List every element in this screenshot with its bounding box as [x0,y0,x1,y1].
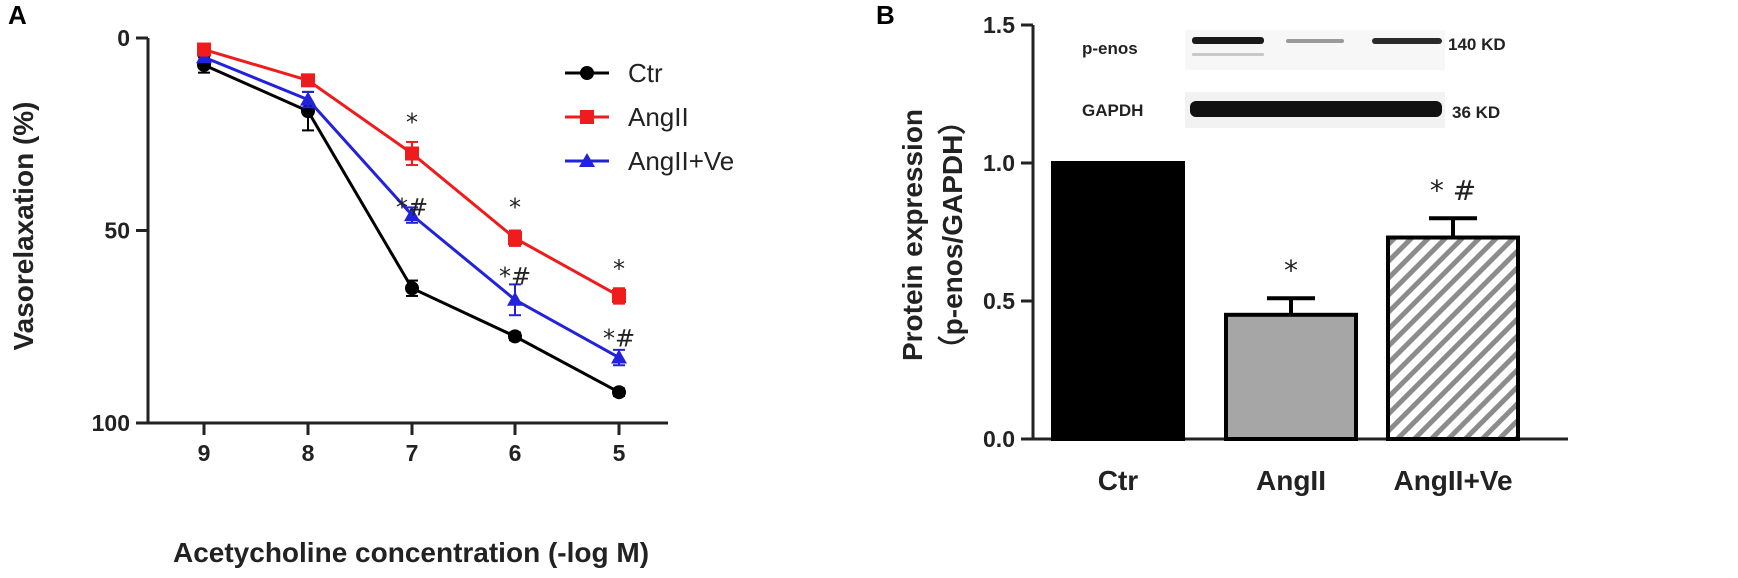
data-point [508,329,522,344]
legend-entry: AngII+Ve [565,146,734,176]
bars-b [1051,161,1520,441]
blot-size-140: 140 KD [1448,35,1506,54]
data-point [612,288,626,303]
x-axis-title-a: Acetycholine concentration (-log M) [173,537,649,568]
legend-marker [580,66,594,80]
data-point [404,207,420,222]
data-point [300,91,316,106]
bar-ctr [1051,161,1185,441]
legend-a: Ctr AngII AngII+Ve [565,58,734,176]
blot-band-penos-ctr-faint [1192,53,1264,56]
significance-mark-a: *# [396,193,428,221]
x-tick-label-a: 6 [509,440,522,466]
y-tick-label-a: 100 [92,410,130,436]
y-tick-label-a: 50 [104,218,130,244]
significance-mark-b: * [1284,254,1298,287]
x-tick-label-a: 5 [613,440,626,466]
blot-label-penos: p-enos [1082,39,1138,58]
bar-angii [1224,312,1358,441]
significance-mark-a: *# [603,324,635,352]
legend-label: AngII [628,102,689,132]
blot-band-penos-angii [1286,39,1344,43]
series-angii [197,42,626,305]
significance-b: * * # [1284,174,1476,287]
blot-size-36: 36 KD [1452,103,1500,122]
y-tick-label-b: 0.5 [983,288,1015,314]
blot-band-penos-angiive [1372,38,1442,44]
series-angii-ve [196,49,627,367]
significance-mark-a: * [406,109,418,137]
x-tick-label-a: 9 [198,440,211,466]
y-ticks-b: 0.0 0.5 1.0 1.5 [983,12,1033,452]
series-line [203,48,620,298]
blot-band-gapdh [1190,101,1442,117]
legend-entry: AngII [565,102,689,132]
blot-background-penos [1185,30,1445,70]
series-group-a [196,42,627,400]
x-ticks-a: 9 8 7 6 5 [198,423,626,466]
x-tick-label-a: 7 [406,440,419,466]
data-point [507,291,523,306]
bar-chart-panel-b: B 0.0 0.5 1.0 1.5 Protein expression （p-eno… [876,0,1568,496]
legend-marker [579,153,595,167]
legend-label: AngII+Ve [628,146,734,176]
data-point [405,146,419,161]
western-blot-inset: p-enos GAPDH 140 KD 36 KD [1082,30,1506,128]
significance-mark-a: * [613,255,625,283]
category-labels-b: Ctr AngII AngII+Ve [1098,465,1513,496]
y-tick-label-b: 1.5 [983,12,1015,38]
significance-mark-b: * # [1430,174,1476,207]
data-point [301,73,315,88]
y-tick-label-b: 0.0 [983,426,1015,452]
data-point [611,349,627,364]
annotations-a: * *# * *# * *# [396,109,635,353]
y-axis-title-b-line1: Protein expression [897,109,928,361]
legend-label: Ctr [628,58,663,88]
panel-label-a: A [8,0,27,30]
panel-label-b: B [876,0,895,30]
line-chart-panel-a: A 0 50 100 9 8 7 6 5 Vasorelaxation (%) Acetyc… [8,0,734,568]
data-point [197,42,211,57]
bar-angii-ve [1386,235,1520,441]
blot-label-gapdh: GAPDH [1082,101,1143,120]
y-ticks-a: 0 50 100 [92,25,148,436]
significance-mark-a: *# [499,263,531,291]
y-tick-label-b: 1.0 [983,150,1015,176]
category-label-b: Ctr [1098,465,1139,496]
category-label-b: AngII+Ve [1393,465,1512,496]
legend-marker [580,110,594,124]
legend-entry: Ctr [565,58,663,88]
y-axis-title-a: Vasorelaxation (%) [8,102,39,351]
significance-mark-a: * [509,193,521,221]
y-axis-title-b-line2: （p-enos/GAPDH） [936,107,968,364]
blot-band-penos-ctr [1192,37,1264,44]
x-tick-label-a: 8 [302,440,315,466]
category-label-b: AngII [1256,465,1326,496]
data-point [405,281,419,296]
data-point [508,231,522,246]
y-tick-label-a: 0 [117,25,130,51]
data-point [612,385,626,400]
